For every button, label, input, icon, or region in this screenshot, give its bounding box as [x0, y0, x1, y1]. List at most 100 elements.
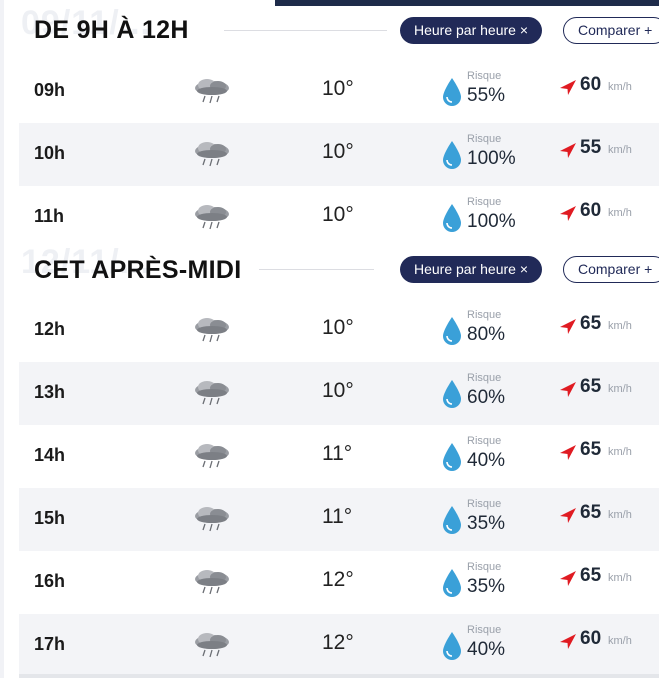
hour-label: 11h — [34, 206, 65, 226]
rain-cloud-icon — [195, 570, 229, 595]
wind-direction-arrow-icon — [560, 634, 576, 649]
hour-row[interactable]: 17h 12° Risque 40% 60 km/h — [19, 614, 659, 677]
wind-direction-arrow-icon — [560, 80, 576, 95]
temperature: 10° — [322, 140, 354, 163]
wind-direction-arrow-icon — [560, 206, 576, 221]
section-title: DE 9H À 12H — [34, 16, 189, 44]
wind-direction-arrow-icon — [560, 508, 576, 523]
section-divider — [224, 30, 387, 31]
wind-speed: 65 — [580, 502, 602, 523]
section-header: 12/11/... CET APRÈS-MIDI Heure par heure… — [19, 239, 659, 299]
wind-unit: km/h — [608, 446, 632, 458]
rain-risk-label: Risque — [467, 498, 502, 510]
hourly-rows: 09h 10° Risque 55% 60 km/h 10h — [19, 60, 659, 249]
rain-drop-icon — [443, 506, 461, 534]
wind-speed: 65 — [580, 565, 602, 586]
rain-drop-icon — [443, 78, 461, 106]
rain-cloud-icon — [195, 381, 229, 406]
rain-cloud-icon — [195, 205, 229, 230]
hour-row[interactable]: 16h 12° Risque 35% 65 km/h — [19, 551, 659, 614]
wind-speed: 55 — [580, 137, 602, 158]
compare-pill[interactable]: Comparer + — [563, 256, 659, 283]
rain-risk-value: 35% — [467, 513, 506, 534]
temperature: 10° — [322, 203, 354, 226]
rain-risk-label: Risque — [467, 435, 502, 447]
wind-direction-arrow-icon — [560, 319, 576, 334]
wind-unit: km/h — [608, 509, 632, 521]
wind-unit: km/h — [608, 383, 632, 395]
hour-row[interactable]: 10h 10° Risque 100% 55 km/h — [19, 123, 659, 186]
rain-risk-value: 100% — [467, 211, 516, 232]
hour-label: 12h — [34, 319, 66, 339]
rain-cloud-icon — [195, 633, 229, 658]
wind-direction-arrow-icon — [560, 571, 576, 586]
hour-label: 09h — [34, 80, 66, 100]
rain-risk-value: 60% — [467, 387, 506, 408]
wind-unit: km/h — [608, 320, 632, 332]
hourly-rows: 12h 10° Risque 80% 65 km/h 13h — [19, 299, 659, 677]
rain-risk-label: Risque — [467, 309, 502, 321]
hour-label: 15h — [34, 508, 66, 528]
rain-risk-value: 55% — [467, 85, 506, 106]
wind-speed: 65 — [580, 439, 602, 460]
temperature: 10° — [322, 316, 354, 339]
hourly-filter-pill[interactable]: Heure par heure × — [400, 17, 543, 44]
rain-drop-icon — [443, 380, 461, 408]
hourly-filter-pill[interactable]: Heure par heure × — [400, 256, 543, 283]
temperature: 11° — [322, 442, 353, 465]
hour-row[interactable]: 14h 11° Risque 40% 65 km/h — [19, 425, 659, 488]
rain-risk-label: Risque — [467, 196, 502, 208]
rain-drop-icon — [443, 317, 461, 345]
hour-row[interactable]: 12h 10° Risque 80% 65 km/h — [19, 299, 659, 362]
rain-risk-value: 35% — [467, 576, 506, 597]
temperature: 10° — [322, 77, 354, 100]
hour-label: 14h — [34, 445, 66, 465]
temperature: 11° — [322, 505, 353, 528]
wind-speed: 60 — [580, 628, 602, 649]
section-header: 09/11/... DE 9H À 12H Heure par heure × … — [19, 0, 659, 60]
wind-speed: 60 — [580, 200, 602, 221]
hour-row[interactable]: 15h 11° Risque 35% 65 km/h — [19, 488, 659, 551]
wind-direction-arrow-icon — [560, 382, 576, 397]
temperature: 12° — [322, 568, 354, 591]
left-border — [0, 0, 4, 678]
rain-drop-icon — [443, 204, 461, 232]
wind-unit: km/h — [608, 144, 632, 156]
rain-risk-value: 80% — [467, 324, 506, 345]
hour-row[interactable]: 11h 10° Risque 100% 60 km/h — [19, 186, 659, 249]
wind-unit: km/h — [608, 572, 632, 584]
bottom-edge — [19, 674, 659, 678]
hour-row[interactable]: 09h 10° Risque 55% 60 km/h — [19, 60, 659, 123]
top-nav-bar — [275, 0, 659, 6]
wind-speed: 65 — [580, 376, 602, 397]
rain-risk-label: Risque — [467, 561, 502, 573]
rain-risk-label: Risque — [467, 624, 502, 636]
wind-unit: km/h — [608, 81, 632, 93]
rain-risk-label: Risque — [467, 70, 502, 82]
compare-pill[interactable]: Comparer + — [563, 17, 659, 44]
rain-cloud-icon — [195, 444, 229, 469]
rain-risk-value: 100% — [467, 148, 516, 169]
rain-cloud-icon — [195, 142, 229, 167]
rain-drop-icon — [443, 443, 461, 471]
hour-row[interactable]: 13h 10° Risque 60% 65 km/h — [19, 362, 659, 425]
rain-risk-value: 40% — [467, 450, 506, 471]
wind-unit: km/h — [608, 635, 632, 647]
rain-risk-value: 40% — [467, 639, 506, 660]
hour-label: 13h — [34, 382, 66, 402]
hour-label: 16h — [34, 571, 66, 591]
section-divider — [259, 269, 374, 270]
rain-cloud-icon — [195, 507, 229, 532]
section-ghost-date: 09/11/... — [21, 4, 151, 42]
rain-drop-icon — [443, 141, 461, 169]
rain-cloud-icon — [195, 79, 229, 104]
rain-cloud-icon — [195, 318, 229, 343]
wind-speed: 60 — [580, 74, 602, 95]
wind-direction-arrow-icon — [560, 143, 576, 158]
section-ghost-date: 12/11/... — [21, 243, 151, 281]
wind-unit: km/h — [608, 207, 632, 219]
rain-drop-icon — [443, 632, 461, 660]
section-afternoon: 12/11/... CET APRÈS-MIDI Heure par heure… — [19, 239, 659, 677]
rain-risk-label: Risque — [467, 372, 502, 384]
wind-direction-arrow-icon — [560, 445, 576, 460]
